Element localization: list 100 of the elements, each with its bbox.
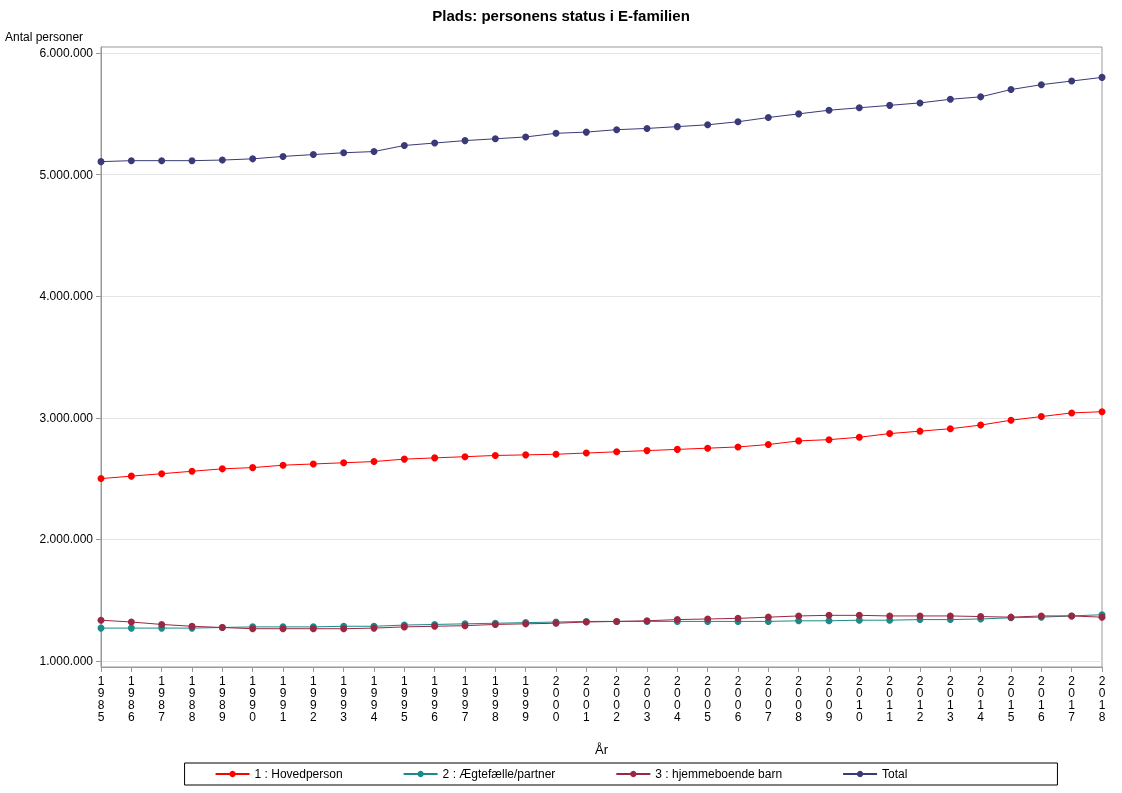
x-tick-label: 1999 [522,674,530,724]
point [158,620,166,628]
point [127,157,135,165]
x-tick-label: 1988 [188,674,196,724]
point [977,93,985,101]
point [855,104,863,112]
x-tick-label: 2015 [1007,674,1015,724]
x-tick-label: 2016 [1037,674,1045,724]
point [795,110,803,118]
x-tick-label: 1993 [340,674,348,724]
point [582,128,590,136]
x-tick-label: 1997 [461,674,469,724]
point [825,611,833,619]
x-tick-label: 2002 [613,674,621,724]
point [461,453,469,461]
y-tick-label: 2.000.000 [39,532,94,547]
point [249,155,257,163]
point [1068,409,1076,417]
point [1037,81,1045,89]
y-axis-title: Antal personer [5,30,84,44]
legend-label: 2 : Ægtefælle/partner [442,767,556,781]
point [855,433,863,441]
point [491,451,499,459]
point [886,101,894,109]
point [582,449,590,457]
x-tick-label: 2008 [795,674,803,724]
point [946,95,954,103]
point [158,470,166,478]
point [764,441,772,449]
x-tick-label: 2013 [946,674,954,724]
point [643,124,651,132]
point [673,445,681,453]
x-tick-label: 1992 [309,674,317,724]
x-tick-label: 1986 [127,674,135,724]
x-tick-label: 2014 [977,674,985,724]
x-tick-label: 2000 [552,674,560,724]
x-tick-label: 2017 [1068,674,1076,724]
point [704,121,712,129]
point [795,612,803,620]
x-tick-label: 2009 [825,674,833,724]
point [1007,86,1015,94]
point [1098,73,1106,81]
point [1037,413,1045,421]
x-tick-label: 1994 [370,674,378,724]
point [249,464,257,472]
point [279,152,287,160]
point [340,459,348,467]
legend-label: 3 : hjemmeboende barn [655,767,783,781]
x-tick-label: 2007 [764,674,772,724]
point [886,430,894,438]
x-tick-label: 1990 [249,674,257,724]
point [704,444,712,452]
x-tick-label: 1995 [400,674,408,724]
point [946,425,954,433]
x-tick-label: 2001 [582,674,590,724]
point [613,448,621,456]
y-tick-label: 4.000.000 [39,289,94,304]
point [461,137,469,145]
point [340,149,348,157]
point [431,139,439,147]
x-tick-label: 1991 [279,674,287,724]
x-tick-label: 2012 [916,674,924,724]
point [855,611,863,619]
point [825,106,833,114]
point [127,472,135,480]
point [491,135,499,143]
point [309,460,317,468]
point [977,421,985,429]
point [673,123,681,131]
point [158,157,166,165]
point [522,451,530,459]
legend-label: Total [882,767,908,781]
point [97,616,105,624]
point [886,612,894,620]
x-tick-label: 2011 [886,674,894,724]
point [734,118,742,126]
x-tick-label: 1996 [431,674,439,724]
point [309,151,317,159]
point [795,437,803,445]
point [188,467,196,475]
point [825,436,833,444]
point [1007,416,1015,424]
x-tick-label: 2006 [734,674,742,724]
point [370,148,378,156]
x-tick-label: 2004 [673,674,681,724]
point [764,613,772,621]
point [1098,408,1106,416]
point [218,465,226,473]
point [127,618,135,626]
point [97,475,105,483]
point [1068,77,1076,85]
point [643,447,651,455]
point [522,133,530,141]
point [400,455,408,463]
x-tick-label: 2010 [855,674,863,724]
point [218,156,226,164]
y-tick-label: 6.000.000 [39,46,94,61]
x-tick-label: 2005 [704,674,712,724]
legend-label: 1 : Hovedperson [254,767,343,781]
y-tick-label: 3.000.000 [39,410,94,425]
